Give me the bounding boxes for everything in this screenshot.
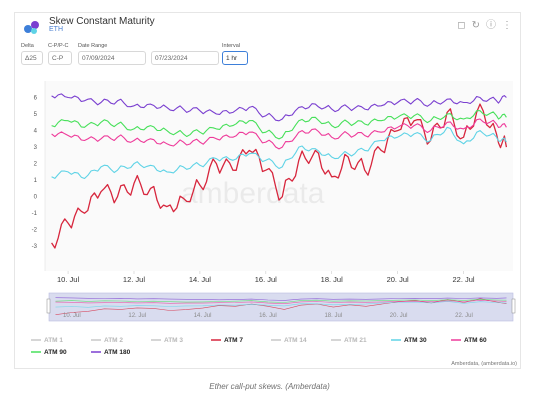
y-tick-label: 2 xyxy=(34,162,38,168)
svg-text:ATM 21: ATM 21 xyxy=(344,337,367,344)
navigator-series-atm-90 xyxy=(55,299,507,303)
x-tick-label: 12. Jul xyxy=(123,275,145,284)
y-tick-label: 0 xyxy=(34,195,38,201)
y-tick-label: -2 xyxy=(32,228,38,234)
svg-text:ATM 14: ATM 14 xyxy=(284,337,307,344)
navigator-series-atm-7 xyxy=(55,298,507,315)
y-tick-label: 3 xyxy=(34,145,38,151)
navigator-series-atm-180 xyxy=(55,297,507,301)
figure-caption: Ether call-put skews. (Amberdata) xyxy=(209,382,330,391)
cpc-select[interactable]: C-P xyxy=(48,51,72,65)
date-range-start-control: Date Range 07/09/2024 xyxy=(78,43,146,65)
legend-item-atm-14[interactable]: ATM 14 xyxy=(271,337,307,344)
chart-credit: Amberdata, (amberdata.io) xyxy=(451,361,517,367)
chart-legend: ATM 1 ATM 2 ATM 3 ATM 7 ATM 14 ATM 21 ATM 30 AT… xyxy=(31,337,487,356)
date-start-input[interactable]: 07/09/2024 xyxy=(78,51,146,65)
range-navigator[interactable]: 10. Jul 12. Jul 14. Jul 16. Jul 18. Jul 20. J… xyxy=(46,292,516,322)
x-tick-label: 10. Jul xyxy=(57,275,79,284)
interval-select[interactable]: 1 hr xyxy=(222,51,248,65)
amberdata-logo-icon xyxy=(24,21,39,34)
series-line-atm-180[interactable] xyxy=(51,93,507,122)
chart-card: Skew Constant Maturity ETH ◻ ↻ ⓘ ⋮ Delta… xyxy=(14,12,521,369)
y-tick-label: -3 xyxy=(32,244,38,250)
interval-control: Interval 1 hr xyxy=(222,43,248,65)
navigator-tick-label: 20. Jul xyxy=(390,313,408,319)
y-tick-label: -1 xyxy=(32,211,38,217)
watermark-text: amberdata xyxy=(181,177,325,210)
y-tick-label: 1 xyxy=(34,178,38,184)
svg-text:ATM 1: ATM 1 xyxy=(44,337,63,344)
legend-item-atm-180[interactable]: ATM 180 xyxy=(91,349,131,356)
navigator-tick-label: 14. Jul xyxy=(194,313,212,319)
svg-text:ATM 90: ATM 90 xyxy=(44,349,67,356)
navigator-window[interactable] xyxy=(48,292,514,322)
date-end-input[interactable]: 07/23/2024 xyxy=(151,51,219,65)
cpc-label: C-P/P-C xyxy=(48,43,69,49)
date-range-label: Date Range xyxy=(78,43,108,49)
interval-label: Interval xyxy=(222,43,241,49)
navigator-left-handle[interactable] xyxy=(46,298,51,314)
series-line-atm-60[interactable] xyxy=(51,118,507,150)
series-line-atm-7[interactable] xyxy=(51,103,508,249)
series-line-atm-90[interactable] xyxy=(51,110,507,140)
date-range-end-control: 07/23/2024 xyxy=(151,43,219,65)
svg-text:ATM 3: ATM 3 xyxy=(164,337,183,344)
y-tick-label: 6 xyxy=(34,96,38,102)
navigator-series-atm-30 xyxy=(55,301,507,308)
navigator-tick-label: 18. Jul xyxy=(324,313,342,319)
navigator-tick-label: 10. Jul xyxy=(63,313,81,319)
navigator-tick-label: 12. Jul xyxy=(128,313,146,319)
chart-title: Skew Constant Maturity xyxy=(49,16,155,27)
delta-select[interactable]: Δ25 xyxy=(21,51,43,65)
x-tick-label: 14. Jul xyxy=(189,275,211,284)
legend-item-atm-1[interactable]: ATM 1 xyxy=(31,337,63,344)
legend-item-atm-7[interactable]: ATM 7 xyxy=(211,337,243,344)
svg-text:ATM 60: ATM 60 xyxy=(464,337,487,344)
delta-label: Delta xyxy=(21,43,34,49)
chart-subtitle: ETH xyxy=(49,26,63,33)
legend-item-atm-21[interactable]: ATM 21 xyxy=(331,337,367,344)
x-tick-label: 20. Jul xyxy=(387,275,409,284)
skew-line-chart: amberdata -3 -2 -1 0 1 2 3 4 5 6 10. Jul 12. Jul 14… xyxy=(31,81,517,367)
legend-item-atm-60[interactable]: ATM 60 xyxy=(451,337,487,344)
y-tick-label: 5 xyxy=(34,112,38,118)
legend-item-atm-90[interactable]: ATM 90 xyxy=(31,349,67,356)
svg-text:ATM 30: ATM 30 xyxy=(404,337,427,344)
navigator-tick-label: 16. Jul xyxy=(259,313,277,319)
navigator-right-handle[interactable] xyxy=(511,298,516,314)
legend-item-atm-30[interactable]: ATM 30 xyxy=(391,337,427,344)
x-tick-label: 22. Jul xyxy=(453,275,475,284)
controls-bar: Delta Δ25 C-P/P-C C-P Date Range 07/09/2… xyxy=(15,43,520,73)
bookmark-icon[interactable]: ◻ xyxy=(457,20,466,31)
legend-item-atm-2[interactable]: ATM 2 xyxy=(91,337,123,344)
svg-text:ATM 180: ATM 180 xyxy=(104,349,131,356)
navigator-tick-label: 22. Jul xyxy=(455,313,473,319)
svg-text:ATM 2: ATM 2 xyxy=(104,337,123,344)
header-toolbar: ◻ ↻ ⓘ ⋮ xyxy=(457,20,512,32)
more-icon[interactable]: ⋮ xyxy=(502,20,512,31)
refresh-icon[interactable]: ↻ xyxy=(471,20,480,31)
x-tick-label: 16. Jul xyxy=(255,275,277,284)
y-tick-label: 4 xyxy=(34,129,38,135)
x-tick-label: 18. Jul xyxy=(321,275,343,284)
svg-text:ATM 7: ATM 7 xyxy=(224,337,243,344)
legend-item-atm-3[interactable]: ATM 3 xyxy=(151,337,183,344)
chart-header: Skew Constant Maturity ETH ◻ ↻ ⓘ ⋮ xyxy=(15,13,520,41)
info-icon[interactable]: ⓘ xyxy=(486,20,496,31)
series-line-atm-30[interactable] xyxy=(51,126,507,180)
delta-control: Delta Δ25 xyxy=(21,43,43,65)
cpc-control: C-P/P-C C-P xyxy=(48,43,72,65)
navigator-series-atm-60 xyxy=(55,300,507,305)
